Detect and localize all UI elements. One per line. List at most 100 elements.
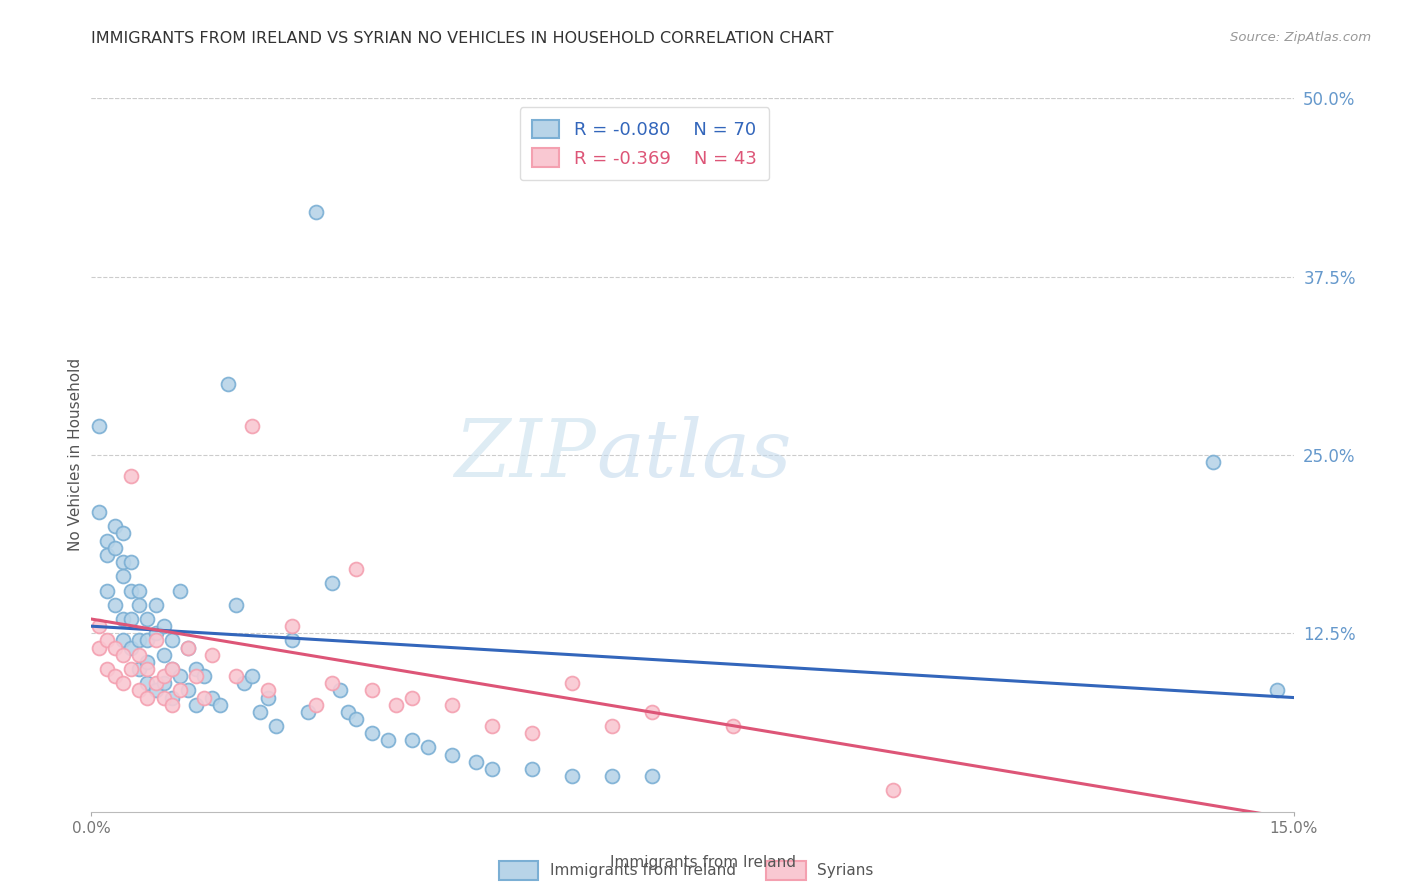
Point [136,662,159,676]
Point [232,676,254,690]
Point [89,640,111,655]
Point [344,712,367,726]
Point [256,690,278,705]
Point [128,683,150,698]
Point [721,719,744,733]
Point [145,633,167,648]
Point [128,583,150,598]
Text: ZIP: ZIP [454,417,596,493]
Point [136,612,159,626]
Point [305,205,328,219]
Point [440,698,463,712]
Point [96,633,118,648]
Point [121,469,143,483]
Point [440,747,463,762]
Point [641,705,664,719]
Point [96,583,118,598]
Point [145,676,167,690]
Point [145,683,167,698]
Point [128,648,150,662]
Point [121,583,143,598]
Point [136,690,159,705]
Point [184,662,207,676]
Point [121,662,143,676]
Point [240,669,263,683]
Point [201,690,224,705]
Point [281,633,304,648]
Point [385,698,408,712]
Point [152,690,174,705]
Point [176,640,198,655]
Point [136,655,159,669]
Point [321,676,343,690]
Point [377,733,399,747]
Point [602,719,624,733]
Point [136,676,159,690]
Point [522,762,544,776]
Point [336,705,359,719]
Point [121,640,143,655]
Point [152,669,174,683]
Point [1202,455,1225,469]
Point [104,669,127,683]
Point [169,669,191,683]
Text: Immigrants from Ireland: Immigrants from Ireland [610,855,796,870]
Point [176,683,198,698]
Point [89,419,111,434]
Point [264,719,287,733]
Point [465,755,488,769]
Point [360,683,382,698]
Point [256,683,278,698]
Point [297,705,319,719]
Point [121,612,143,626]
Point [112,648,135,662]
Point [225,669,247,683]
Point [305,698,328,712]
Point [522,726,544,740]
Point [641,769,664,783]
Point [481,762,503,776]
Point [225,598,247,612]
Point [561,769,583,783]
Point [240,419,263,434]
Point [96,662,118,676]
Point [217,376,239,391]
Point [201,648,224,662]
Point [112,676,135,690]
Point [176,640,198,655]
Point [160,662,183,676]
Point [128,633,150,648]
Point [136,633,159,648]
Y-axis label: No Vehicles in Household: No Vehicles in Household [67,359,83,551]
Point [208,698,231,712]
Point [321,576,343,591]
Point [104,519,127,533]
Text: atlas: atlas [596,417,792,493]
Point [160,633,183,648]
Point [121,555,143,569]
Point [145,598,167,612]
Point [882,783,904,797]
Point [169,583,191,598]
Point [160,690,183,705]
Point [401,733,423,747]
Point [249,705,271,719]
Point [416,740,439,755]
Point [344,562,367,576]
Point [152,619,174,633]
Point [104,598,127,612]
Point [602,769,624,783]
Point [160,698,183,712]
Text: Source: ZipAtlas.com: Source: ZipAtlas.com [1230,31,1371,45]
Text: IMMIGRANTS FROM IRELAND VS SYRIAN NO VEHICLES IN HOUSEHOLD CORRELATION CHART: IMMIGRANTS FROM IRELAND VS SYRIAN NO VEH… [91,31,834,46]
Legend: R = -0.080    N = 70, R = -0.369    N = 43: R = -0.080 N = 70, R = -0.369 N = 43 [520,107,769,180]
Point [104,640,127,655]
Point [89,619,111,633]
Point [401,690,423,705]
Point [145,626,167,640]
Point [89,505,111,519]
Point [1267,683,1289,698]
Point [152,676,174,690]
Point [112,555,135,569]
Point [96,533,118,548]
